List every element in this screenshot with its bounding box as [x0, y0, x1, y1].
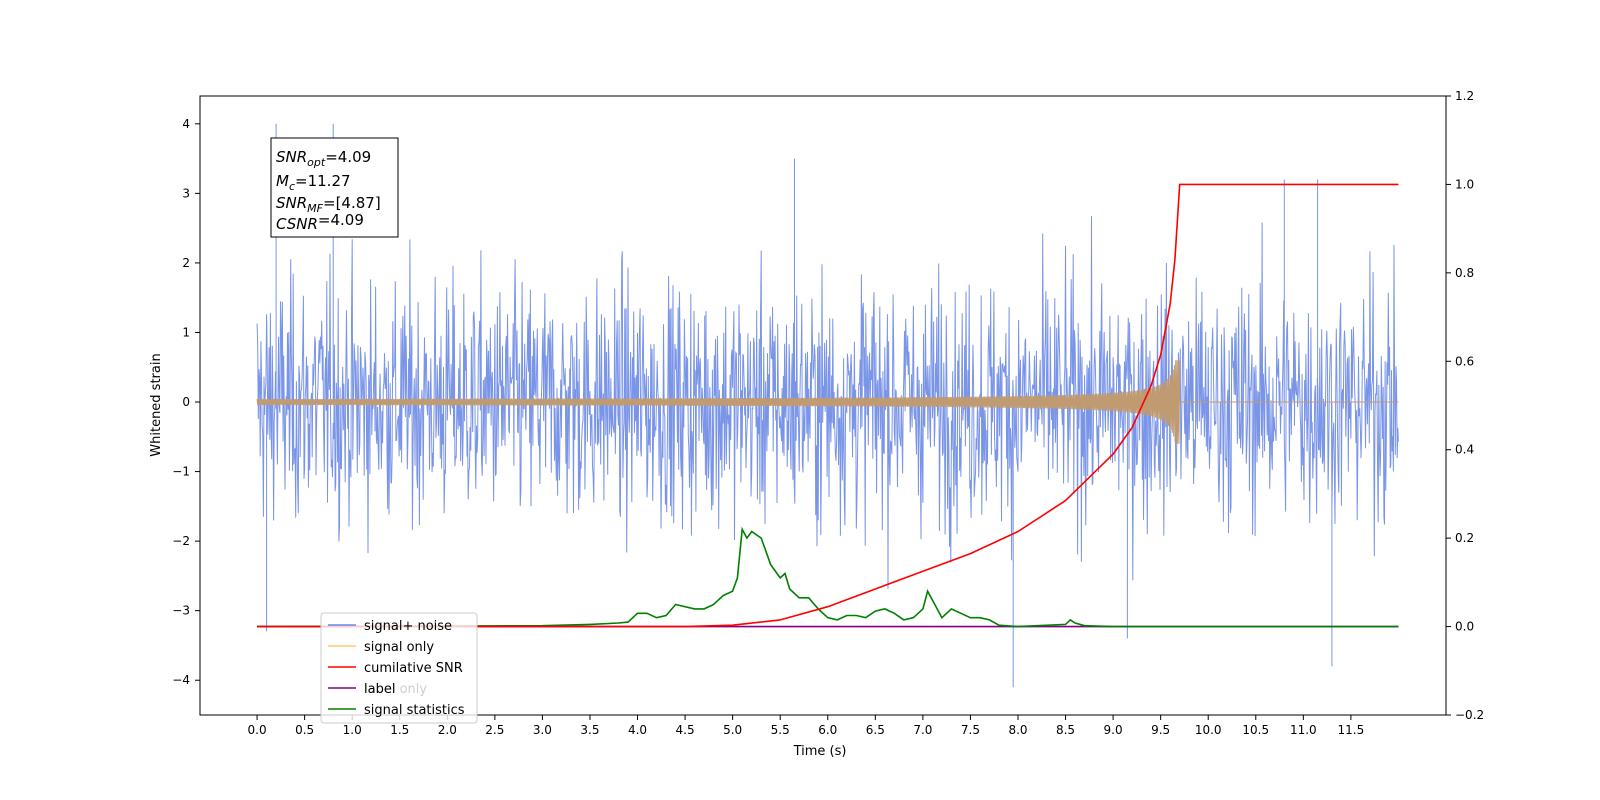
x-tick-label: 4.0 [628, 723, 647, 737]
x-tick-label: 10.0 [1195, 723, 1222, 737]
x-tick-label: 5.0 [723, 723, 742, 737]
x-axis: 0.0 0.5 1.0 1.5 2.0 2.5 3.0 3.5 4.0 4.5 5.0 5.5 6.0 6… [248, 715, 1365, 737]
y2-tick-label: 0.8 [1455, 266, 1474, 280]
x-tick-label: 9.0 [1104, 723, 1123, 737]
x-tick-label: 8.5 [1056, 723, 1075, 737]
x-tick-label: 8.0 [1008, 723, 1027, 737]
annotation-line-4: CSNR=4.09 [276, 211, 364, 233]
x-tick-label: 6.0 [818, 723, 837, 737]
x-tick-label: 7.5 [961, 723, 980, 737]
annotation-box: SNRopt=4.09 Mc=11.27 SNRMF=[4.87] CSNR=4… [270, 137, 399, 238]
y-axis-label: Whitened strain [149, 353, 164, 456]
y-tick-label: 1 [182, 325, 190, 339]
x-tick-label: 9.5 [1151, 723, 1170, 737]
annotation-line-3: SNRMF=[4.87] [276, 194, 381, 215]
legend-label-signal-noise: signal+ noise [364, 619, 452, 634]
x-tick-label: 6.5 [866, 723, 885, 737]
legend-label-signal-only: signal only [364, 640, 434, 655]
y2-tick-label: 1.2 [1455, 89, 1474, 103]
x-tick-label: 0.5 [295, 723, 314, 737]
series-signal-only [256, 360, 1399, 444]
series-cumulative-snr [257, 183, 1399, 628]
x-axis-label: Time (s) [793, 744, 847, 759]
legend-label-cumulative-snr: cumilative SNR [364, 661, 463, 676]
y-axis-left: −4 −3 −2 −1 0 1 2 3 4 [172, 117, 200, 687]
x-tick-label: 0.0 [248, 723, 267, 737]
annotation-line-1: SNRopt=4.09 [276, 148, 371, 169]
legend-label-signal-statistics: signal statistics [364, 703, 465, 718]
plot-frame [199, 95, 1447, 716]
annotation-line-2: Mc=11.27 [276, 172, 351, 193]
y2-tick-label: 0.6 [1455, 354, 1474, 368]
legend-label-label: label [364, 682, 395, 697]
y2-tick-label: 1.0 [1455, 177, 1474, 191]
y-tick-label: −2 [172, 534, 190, 548]
x-tick-label: 3.0 [533, 723, 552, 737]
y-tick-label: 3 [182, 186, 190, 200]
series-layer [256, 123, 1399, 688]
y-axis-right: −0.2 0.0 0.2 0.4 0.6 0.8 1.0 1.2 [1446, 89, 1484, 722]
legend-frame [320, 612, 478, 724]
y2-tick-label: 0.2 [1455, 531, 1474, 545]
y2-tick-label: 0.4 [1455, 443, 1474, 457]
y-tick-label: −1 [172, 465, 190, 479]
x-tick-label: 7.0 [913, 723, 932, 737]
x-tick-label: 4.5 [676, 723, 695, 737]
annotation-frame [270, 137, 399, 238]
x-tick-label: 1.0 [343, 723, 362, 737]
x-tick-label: 5.5 [771, 723, 790, 737]
x-tick-label: 1.5 [390, 723, 409, 737]
x-tick-label: 10.5 [1242, 723, 1269, 737]
y-tick-label: 4 [182, 117, 190, 131]
legend-label-label-only: label only [364, 682, 427, 697]
x-tick-label: 3.5 [580, 723, 599, 737]
y-tick-label: 0 [182, 395, 190, 409]
y2-tick-label: −0.2 [1455, 708, 1484, 722]
x-tick-label: 11.5 [1338, 723, 1365, 737]
legend: signal+ noise signal only cumilative SNR… [320, 612, 478, 724]
y-tick-label: −3 [172, 604, 190, 618]
y-tick-label: −4 [172, 673, 190, 687]
x-tick-label: 2.0 [438, 723, 457, 737]
y2-tick-label: 0.0 [1455, 620, 1474, 634]
series-signal-statistics [257, 526, 1399, 628]
x-tick-label: 11.0 [1290, 723, 1317, 737]
x-tick-label: 2.5 [485, 723, 504, 737]
y-tick-label: 2 [182, 256, 190, 270]
